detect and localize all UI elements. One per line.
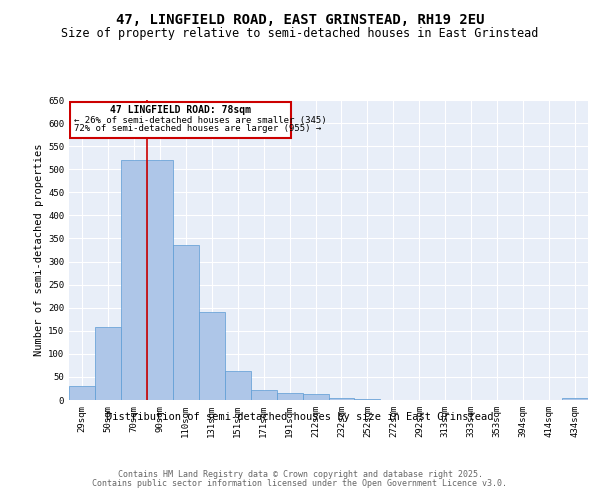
Bar — [562, 398, 588, 400]
Bar — [70, 102, 291, 138]
Bar — [251, 390, 277, 400]
Bar — [147, 160, 173, 400]
Bar — [329, 398, 355, 400]
Text: 72% of semi-detached houses are larger (955) →: 72% of semi-detached houses are larger (… — [74, 124, 322, 133]
Bar — [225, 371, 251, 400]
Bar — [277, 393, 302, 400]
Bar — [302, 394, 329, 400]
Bar — [121, 160, 147, 400]
Text: Contains public sector information licensed under the Open Government Licence v3: Contains public sector information licen… — [92, 479, 508, 488]
Text: ← 26% of semi-detached houses are smaller (345): ← 26% of semi-detached houses are smalle… — [74, 116, 327, 125]
Text: 47, LINGFIELD ROAD, EAST GRINSTEAD, RH19 2EU: 47, LINGFIELD ROAD, EAST GRINSTEAD, RH19… — [116, 12, 484, 26]
Text: Size of property relative to semi-detached houses in East Grinstead: Size of property relative to semi-detach… — [61, 28, 539, 40]
Text: Contains HM Land Registry data © Crown copyright and database right 2025.: Contains HM Land Registry data © Crown c… — [118, 470, 482, 479]
Text: Distribution of semi-detached houses by size in East Grinstead: Distribution of semi-detached houses by … — [106, 412, 494, 422]
Y-axis label: Number of semi-detached properties: Number of semi-detached properties — [34, 144, 44, 356]
Bar — [95, 327, 121, 400]
Bar — [69, 386, 95, 400]
Bar — [173, 246, 199, 400]
Bar — [355, 399, 380, 400]
Bar — [199, 312, 224, 400]
Text: 47 LINGFIELD ROAD: 78sqm: 47 LINGFIELD ROAD: 78sqm — [110, 105, 251, 115]
